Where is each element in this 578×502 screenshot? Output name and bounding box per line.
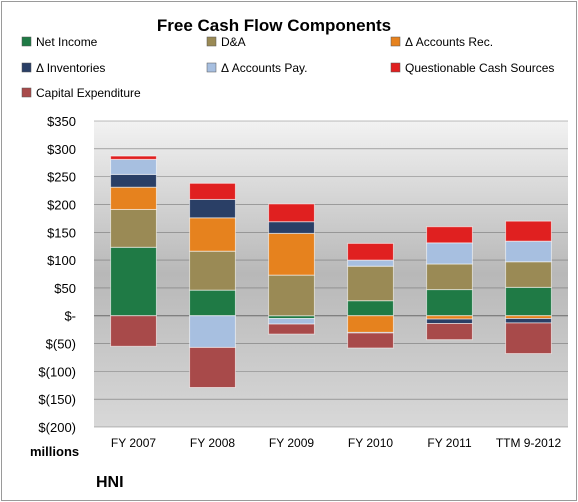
bar-segment: [110, 173, 157, 188]
bar-segment: [347, 315, 394, 333]
x-tick-label: FY 2008: [190, 436, 235, 450]
bar-segment: [189, 182, 236, 200]
bar-segment: [426, 226, 473, 244]
bar-segment: [110, 155, 157, 160]
x-tick-label: TTM 9-2012: [496, 436, 562, 450]
y-tick-label: $350: [47, 114, 76, 129]
legend-label: Δ Accounts Rec.: [405, 35, 493, 49]
legend-label: Questionable Cash Sources: [405, 61, 554, 75]
bar-segment: [426, 263, 473, 291]
bar-segment: [189, 198, 236, 219]
legend-label: Δ Accounts Pay.: [221, 61, 308, 75]
y-tick-label: $200: [47, 197, 76, 212]
legend-label: D&A: [221, 35, 246, 49]
bar-segment: [189, 250, 236, 291]
bar-segment: [347, 332, 394, 349]
legend: Net Income D&A Δ Accounts Rec. Δ Inventorie…: [21, 35, 554, 100]
gridlines: [94, 120, 568, 428]
bar-segment: [347, 242, 394, 261]
y-tick-label: $(150): [38, 392, 76, 407]
bar-segment: [268, 203, 315, 223]
bar-segment: [110, 315, 157, 347]
bar-segment: [110, 186, 157, 210]
legend-swatch: [21, 87, 32, 98]
y-unit-label: millions: [30, 444, 79, 459]
bar-segment: [347, 259, 394, 267]
bar-segment: [268, 318, 315, 325]
bar-segment: [110, 158, 157, 175]
bars: [110, 155, 552, 388]
y-axis: $350 $300 $250 $200 $150 $100 $50 $- $(50) $(100)…: [38, 114, 76, 435]
bar-segment: [426, 315, 473, 320]
legend-label: Net Income: [36, 35, 98, 49]
legend-swatch: [390, 36, 401, 47]
y-tick-label: $(200): [38, 420, 76, 435]
bar-segment: [347, 300, 394, 317]
bar-segment: [505, 220, 552, 242]
legend-swatch: [206, 36, 217, 47]
y-tick-label: $150: [47, 225, 76, 240]
bar-segment: [426, 242, 473, 265]
legend-swatch: [390, 62, 401, 73]
bar-segment: [505, 261, 552, 288]
plot-area: [94, 121, 568, 427]
bar-segment: [268, 323, 315, 335]
legend-swatch: [21, 62, 32, 73]
bar-segment: [347, 265, 394, 302]
y-tick-label: $(100): [38, 364, 76, 379]
x-axis: FY 2007 FY 2008 FY 2009 FY 2010 FY 2011 TTM 9…: [111, 436, 562, 450]
legend-label: Δ Inventories: [36, 61, 105, 75]
bar-segment: [110, 208, 157, 248]
bar-segment: [189, 289, 236, 317]
company-label: HNI: [96, 474, 124, 491]
bar-segment: [426, 323, 473, 341]
bar-segment: [426, 289, 473, 317]
bar-segment: [268, 221, 315, 234]
legend-swatch: [21, 36, 32, 47]
x-tick-label: FY 2009: [269, 436, 314, 450]
bar-segment: [505, 318, 552, 324]
legend-swatch: [206, 62, 217, 73]
bar-segment: [505, 286, 552, 317]
bar-segment: [505, 240, 552, 263]
bar-segment: [189, 217, 236, 252]
y-tick-label: $-: [64, 309, 76, 324]
bar-segment: [268, 232, 315, 276]
y-tick-label: $300: [47, 142, 76, 157]
x-tick-label: FY 2010: [348, 436, 393, 450]
bar-segment: [426, 318, 473, 325]
bar-segment: [110, 246, 157, 317]
bar-segment: [189, 315, 236, 348]
legend-label: Capital Expenditure: [36, 86, 141, 100]
bar-segment: [505, 322, 552, 355]
y-tick-label: $(50): [46, 337, 76, 352]
y-tick-label: $250: [47, 170, 76, 185]
chart-title: Free Cash Flow Components: [157, 16, 391, 35]
y-tick-label: $100: [47, 253, 76, 268]
y-tick-label: $50: [54, 281, 76, 296]
bar-segment: [189, 346, 236, 388]
bar-segment: [268, 274, 315, 317]
x-tick-label: FY 2011: [427, 436, 472, 450]
x-tick-label: FY 2007: [111, 436, 156, 450]
